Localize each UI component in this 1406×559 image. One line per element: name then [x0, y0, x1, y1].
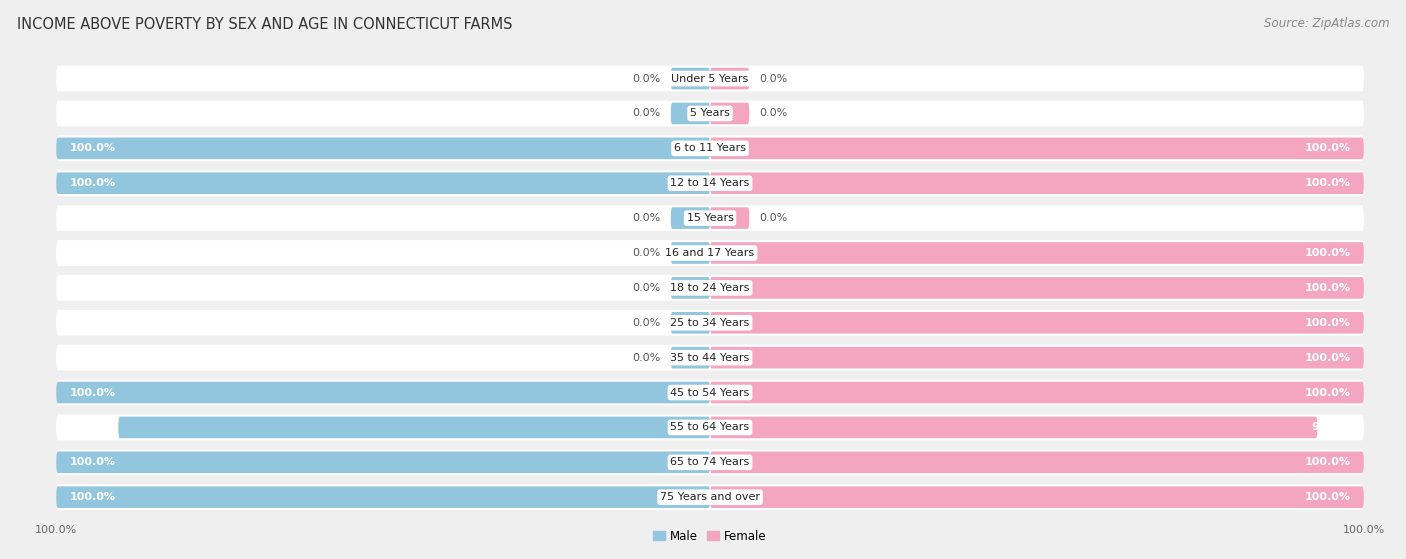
Text: 100.0%: 100.0% — [1305, 457, 1351, 467]
FancyBboxPatch shape — [710, 68, 749, 89]
Text: 15 Years: 15 Years — [686, 213, 734, 223]
FancyBboxPatch shape — [56, 65, 1364, 92]
FancyBboxPatch shape — [710, 242, 1364, 264]
FancyBboxPatch shape — [56, 101, 1364, 126]
FancyBboxPatch shape — [56, 452, 710, 473]
FancyBboxPatch shape — [710, 347, 1364, 368]
Legend: Male, Female: Male, Female — [648, 525, 772, 547]
FancyBboxPatch shape — [671, 68, 710, 89]
FancyBboxPatch shape — [56, 449, 1364, 475]
Text: 100.0%: 100.0% — [1305, 492, 1351, 502]
FancyBboxPatch shape — [56, 310, 1364, 335]
Text: 0.0%: 0.0% — [759, 108, 787, 119]
FancyBboxPatch shape — [671, 277, 710, 299]
FancyBboxPatch shape — [56, 486, 710, 508]
FancyBboxPatch shape — [671, 312, 710, 334]
Text: 0.0%: 0.0% — [633, 248, 661, 258]
Text: Source: ZipAtlas.com: Source: ZipAtlas.com — [1264, 17, 1389, 30]
Text: 0.0%: 0.0% — [759, 74, 787, 84]
FancyBboxPatch shape — [56, 138, 710, 159]
FancyBboxPatch shape — [56, 172, 710, 194]
Text: 65 to 74 Years: 65 to 74 Years — [671, 457, 749, 467]
Text: 100.0%: 100.0% — [69, 492, 115, 502]
Text: 100.0%: 100.0% — [1305, 178, 1351, 188]
FancyBboxPatch shape — [710, 103, 749, 124]
FancyBboxPatch shape — [56, 345, 1364, 371]
FancyBboxPatch shape — [710, 486, 1364, 508]
FancyBboxPatch shape — [56, 170, 1364, 196]
FancyBboxPatch shape — [710, 312, 1364, 334]
Text: 100.0%: 100.0% — [1305, 387, 1351, 397]
FancyBboxPatch shape — [710, 277, 1364, 299]
FancyBboxPatch shape — [56, 205, 1364, 231]
FancyBboxPatch shape — [56, 484, 1364, 510]
Text: 0.0%: 0.0% — [633, 74, 661, 84]
Text: 75 Years and over: 75 Years and over — [659, 492, 761, 502]
Text: 90.5%: 90.5% — [69, 423, 108, 433]
FancyBboxPatch shape — [56, 135, 1364, 161]
Text: 100.0%: 100.0% — [1305, 248, 1351, 258]
FancyBboxPatch shape — [671, 207, 710, 229]
Text: 100.0%: 100.0% — [69, 387, 115, 397]
Text: 0.0%: 0.0% — [633, 283, 661, 293]
FancyBboxPatch shape — [710, 416, 1317, 438]
FancyBboxPatch shape — [710, 207, 749, 229]
Text: 5 Years: 5 Years — [690, 108, 730, 119]
Text: 45 to 54 Years: 45 to 54 Years — [671, 387, 749, 397]
FancyBboxPatch shape — [56, 240, 1364, 266]
Text: 18 to 24 Years: 18 to 24 Years — [671, 283, 749, 293]
Text: 100.0%: 100.0% — [1305, 318, 1351, 328]
Text: 35 to 44 Years: 35 to 44 Years — [671, 353, 749, 363]
Text: 92.9%: 92.9% — [1312, 423, 1351, 433]
Text: 16 and 17 Years: 16 and 17 Years — [665, 248, 755, 258]
Text: 100.0%: 100.0% — [69, 143, 115, 153]
FancyBboxPatch shape — [56, 382, 710, 404]
Text: 100.0%: 100.0% — [69, 178, 115, 188]
Text: 100.0%: 100.0% — [1305, 353, 1351, 363]
Text: 0.0%: 0.0% — [633, 213, 661, 223]
Text: INCOME ABOVE POVERTY BY SEX AND AGE IN CONNECTICUT FARMS: INCOME ABOVE POVERTY BY SEX AND AGE IN C… — [17, 17, 512, 32]
FancyBboxPatch shape — [56, 415, 1364, 440]
FancyBboxPatch shape — [56, 380, 1364, 405]
Text: 100.0%: 100.0% — [69, 457, 115, 467]
Text: 25 to 34 Years: 25 to 34 Years — [671, 318, 749, 328]
FancyBboxPatch shape — [671, 347, 710, 368]
FancyBboxPatch shape — [710, 382, 1364, 404]
Text: 0.0%: 0.0% — [633, 353, 661, 363]
Text: 100.0%: 100.0% — [1305, 283, 1351, 293]
Text: 100.0%: 100.0% — [1305, 143, 1351, 153]
Text: Under 5 Years: Under 5 Years — [672, 74, 748, 84]
FancyBboxPatch shape — [671, 103, 710, 124]
Text: 55 to 64 Years: 55 to 64 Years — [671, 423, 749, 433]
Text: 0.0%: 0.0% — [759, 213, 787, 223]
FancyBboxPatch shape — [671, 242, 710, 264]
FancyBboxPatch shape — [118, 416, 710, 438]
Text: 0.0%: 0.0% — [633, 318, 661, 328]
Text: 12 to 14 Years: 12 to 14 Years — [671, 178, 749, 188]
Text: 6 to 11 Years: 6 to 11 Years — [673, 143, 747, 153]
FancyBboxPatch shape — [710, 138, 1364, 159]
FancyBboxPatch shape — [710, 172, 1364, 194]
FancyBboxPatch shape — [56, 275, 1364, 301]
Text: 0.0%: 0.0% — [633, 108, 661, 119]
FancyBboxPatch shape — [710, 452, 1364, 473]
